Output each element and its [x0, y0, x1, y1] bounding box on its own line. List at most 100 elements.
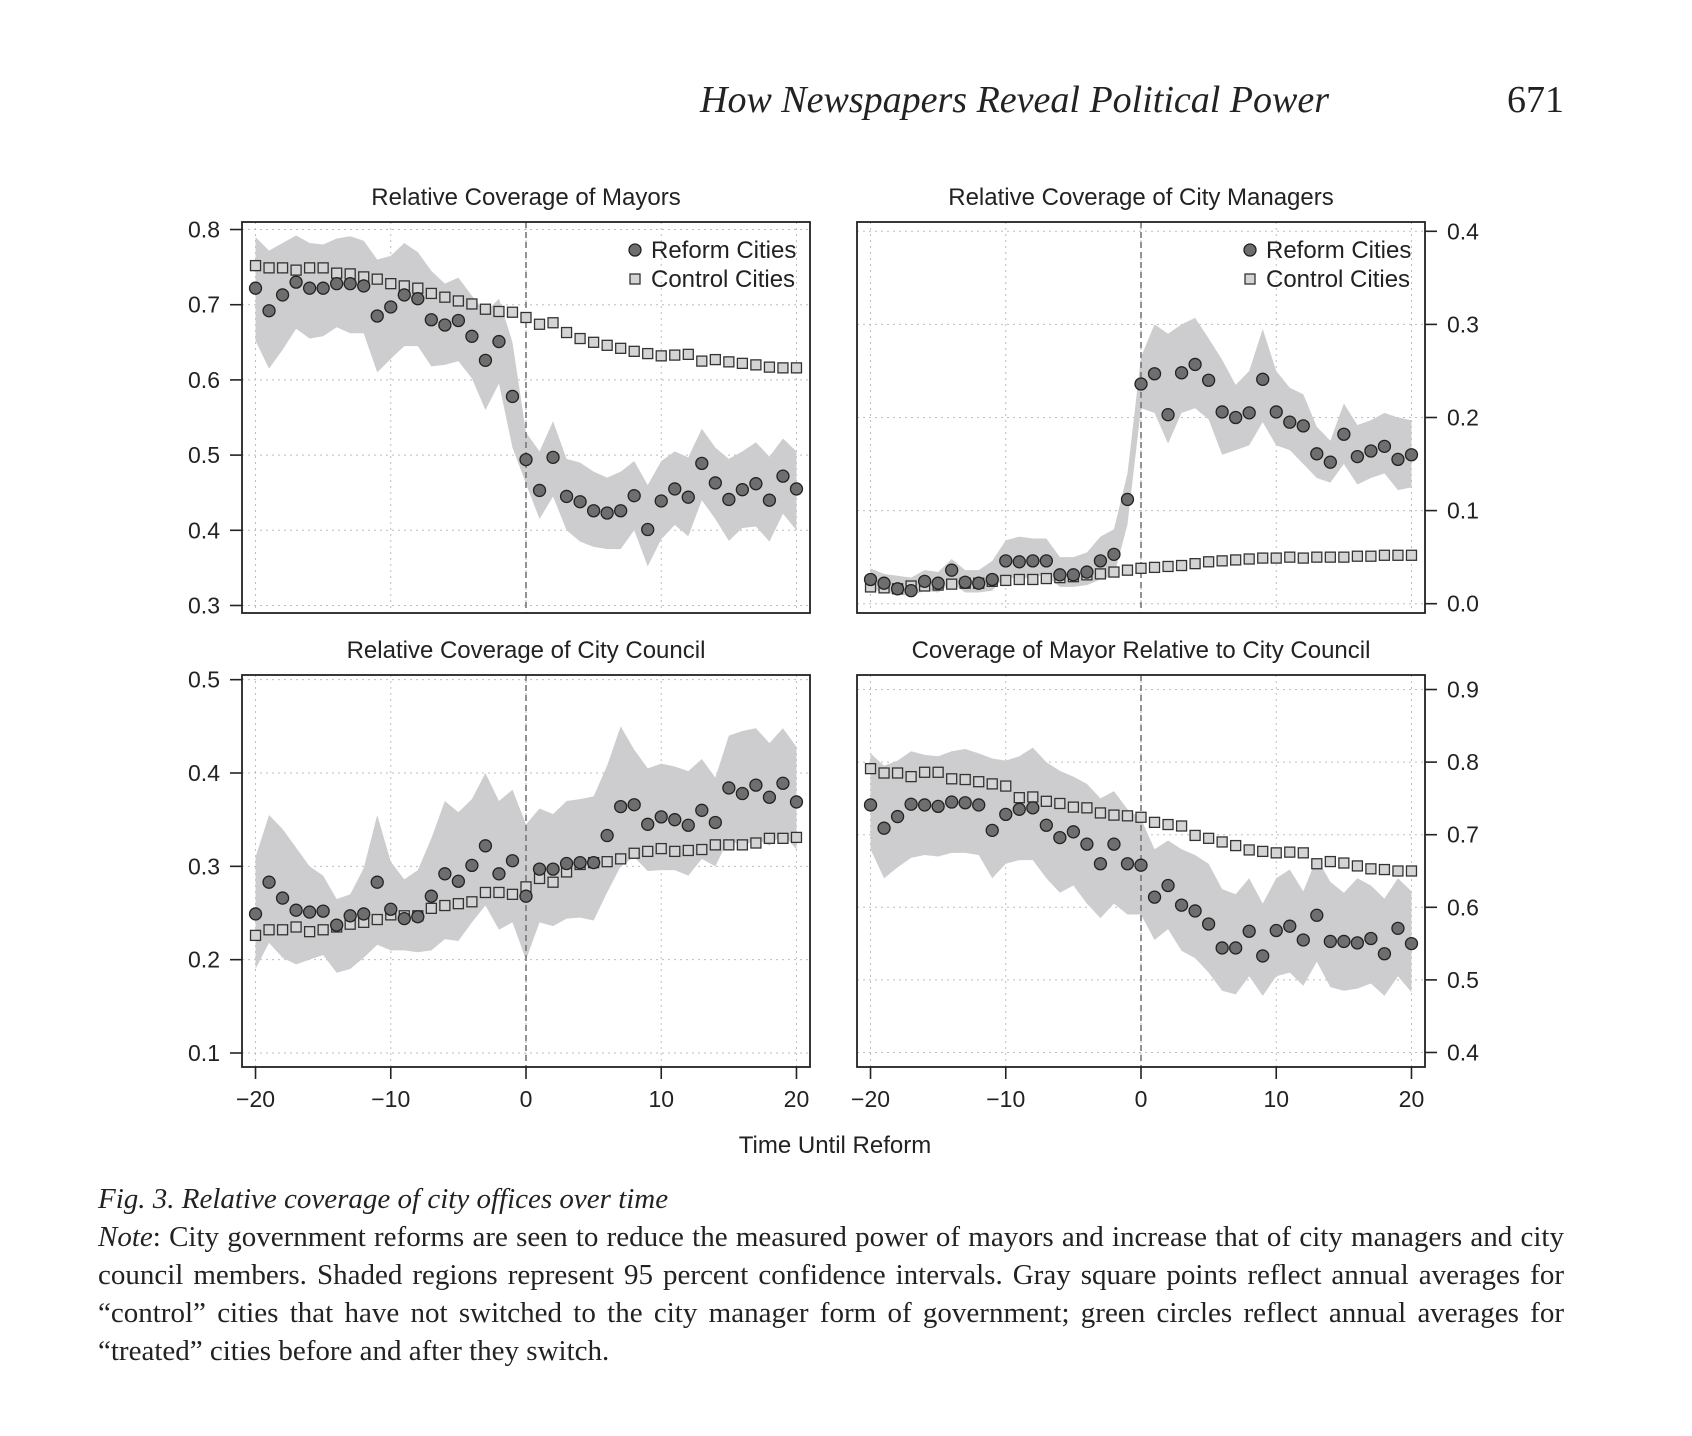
reform-city-point — [1147, 890, 1162, 904]
control-city-point — [479, 886, 492, 899]
y-tick-label: 0.4 — [188, 517, 220, 543]
reform-city-point — [1093, 554, 1108, 568]
x-tick-label: −10 — [371, 1086, 410, 1112]
control-city-point — [615, 853, 627, 865]
control-city-point — [1216, 836, 1228, 848]
control-city-point — [1175, 820, 1188, 832]
control-city-point — [628, 345, 640, 357]
control-city-point — [973, 776, 985, 788]
y-tick-label: 0.5 — [188, 667, 220, 693]
reform-city-point — [1188, 357, 1202, 372]
control-city-point — [1270, 847, 1282, 859]
reform-city-point — [749, 778, 763, 792]
reform-city-point — [863, 798, 878, 812]
control-city-point — [1189, 558, 1201, 570]
control-city-point — [1230, 554, 1242, 566]
control-city-point — [601, 856, 613, 868]
reform-city-point — [316, 281, 330, 295]
reform-city-point — [343, 909, 357, 923]
control-city-point — [1148, 561, 1161, 574]
y-tick-label: 0.3 — [188, 592, 220, 618]
control-city-point — [986, 778, 998, 790]
control-city-point — [1148, 816, 1161, 829]
reform-city-point — [776, 469, 790, 483]
control-city-point — [1000, 780, 1012, 792]
reform-city-point — [1093, 857, 1108, 871]
x-tick-label: −20 — [851, 1086, 890, 1112]
reform-city-point — [1215, 941, 1229, 955]
reform-city-point — [248, 281, 263, 295]
reform-city-point — [505, 854, 520, 868]
reform-city-point — [789, 795, 804, 809]
control-city-point — [249, 259, 262, 272]
control-city-point — [290, 264, 302, 276]
reform-city-point — [1323, 934, 1337, 949]
legend-reform-marker — [628, 243, 642, 257]
reform-city-point — [985, 823, 999, 837]
panel-title: Coverage of Mayor Relative to City Counc… — [912, 637, 1371, 664]
y-tick-label: 0.7 — [188, 292, 220, 318]
control-city-point — [1135, 811, 1147, 823]
reform-city-point — [262, 304, 276, 318]
reform-city-point — [722, 781, 736, 795]
x-tick-label: 10 — [1263, 1086, 1289, 1112]
reform-city-point — [1039, 554, 1053, 568]
control-city-point — [412, 282, 424, 294]
confidence-band — [255, 235, 797, 567]
control-city-point — [709, 839, 721, 851]
reform-city-point — [890, 582, 905, 596]
reform-city-point — [559, 489, 574, 504]
reform-city-point — [999, 807, 1013, 822]
panel-city-managers: Relative Coverage of City Managers 0.0 0.1… — [856, 184, 1479, 617]
legend-reform-label: Reform Cities — [1266, 237, 1411, 264]
plot-frame — [241, 221, 811, 614]
control-city-point — [682, 348, 694, 360]
reform-city-point — [1323, 455, 1337, 469]
control-city-point — [628, 847, 640, 859]
reform-city-point — [654, 494, 668, 508]
legend-control-marker — [629, 273, 641, 285]
reform-city-point — [1134, 858, 1148, 872]
control-city-point — [331, 267, 343, 279]
reform-city-point — [316, 904, 330, 918]
reform-city-point — [917, 574, 932, 588]
caption-note: Note: City government reforms are seen t… — [98, 1218, 1564, 1370]
control-city-point — [1081, 802, 1093, 814]
control-city-point — [452, 295, 465, 307]
control-city-point — [547, 317, 559, 329]
reform-city-point — [708, 815, 722, 830]
caption-title: Fig. 3. Relative coverage of city office… — [98, 1183, 669, 1215]
y-tick-label: 0.9 — [1447, 677, 1479, 703]
control-city-point — [425, 287, 437, 300]
control-city-point — [1000, 574, 1012, 587]
control-city-point — [1121, 564, 1134, 576]
reform-city-point — [641, 522, 655, 537]
control-city-point — [1405, 865, 1418, 877]
control-city-point — [439, 899, 451, 912]
control-city-point — [763, 361, 776, 373]
reform-city-point — [1229, 941, 1243, 955]
control-city-point — [1040, 572, 1052, 585]
reform-city-point — [877, 821, 891, 835]
control-city-point — [439, 291, 451, 303]
control-city-point — [452, 898, 465, 910]
control-city-point — [696, 843, 708, 856]
control-city-point — [1013, 792, 1025, 804]
reform-city-point — [505, 389, 520, 404]
control-city-point — [466, 298, 478, 310]
reform-city-point — [735, 786, 750, 801]
reform-city-point — [668, 813, 682, 827]
reform-city-point — [1377, 947, 1392, 961]
reform-city-point — [1256, 372, 1270, 386]
legend-control-marker — [1244, 273, 1256, 285]
control-city-point — [425, 902, 437, 914]
reform-city-point — [424, 889, 438, 903]
control-city-point — [276, 924, 289, 936]
control-city-point — [290, 921, 302, 933]
reform-city-point — [1296, 419, 1310, 433]
control-city-point — [1324, 551, 1336, 563]
control-city-point — [1027, 791, 1039, 803]
reform-city-point — [573, 495, 587, 509]
reform-city-point — [357, 907, 371, 921]
panel-title: Relative Coverage of City Council — [347, 637, 706, 664]
